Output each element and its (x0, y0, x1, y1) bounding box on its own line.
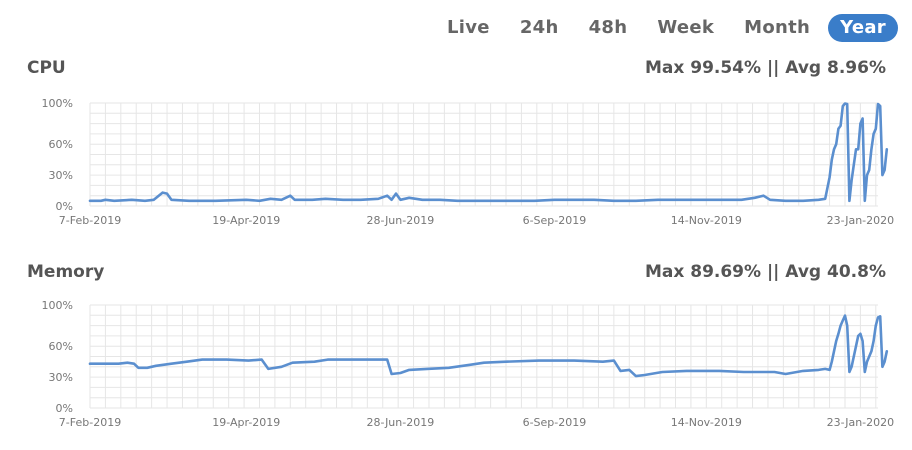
time-range-tabs: Live 24h 48h Week Month Year (435, 14, 898, 42)
tab-48h[interactable]: 48h (588, 17, 628, 38)
memory-x-tick-label: 28-Jun-2019 (366, 416, 434, 429)
tab-month[interactable]: Month (744, 17, 811, 38)
memory-y-tick-label: 100% (42, 299, 73, 312)
memory-series-line (88, 314, 889, 378)
memory-x-tick-label: 19-Apr-2019 (212, 416, 280, 429)
memory-x-tick-label: 7-Feb-2019 (59, 416, 121, 429)
tab-year[interactable]: Year (828, 14, 898, 42)
cpu-y-tick-label: 100% (42, 97, 73, 110)
cpu-x-tick-label: 19-Apr-2019 (212, 214, 280, 227)
cpu-title: CPU (27, 58, 66, 78)
memory-x-tick-label: 23-Jan-2020 (827, 416, 895, 429)
cpu-y-tick-label: 60% (49, 138, 73, 151)
memory-y-tick-label: 30% (49, 371, 73, 384)
memory-x-tick-label: 6-Sep-2019 (523, 416, 587, 429)
cpu-x-tick-label: 7-Feb-2019 (59, 214, 121, 227)
cpu-stats: Max 99.54% || Avg 8.96% (644, 58, 886, 78)
cpu-y-tick-label: 30% (49, 169, 73, 182)
cpu-x-tick-label: 14-Nov-2019 (671, 214, 742, 227)
memory-stats: Max 89.69% || Avg 40.8% (644, 262, 886, 282)
cpu-x-tick-label: 6-Sep-2019 (523, 214, 587, 227)
tab-week[interactable]: Week (657, 17, 715, 38)
tab-24h[interactable]: 24h (519, 17, 559, 38)
cpu-y-tick-label: 0% (56, 200, 73, 213)
cpu-chart: 0% 30% 60% 100% 7-Feb-2019 19-Apr-2019 28-Jun-… (42, 97, 895, 227)
memory-y-tick-label: 0% (56, 402, 73, 415)
tab-live[interactable]: Live (447, 17, 490, 38)
cpu-x-tick-label: 23-Jan-2020 (827, 214, 895, 227)
cpu-series-line (88, 102, 889, 203)
memory-x-tick-label: 14-Nov-2019 (671, 416, 742, 429)
memory-y-tick-label: 60% (49, 340, 73, 353)
cpu-x-tick-label: 28-Jun-2019 (366, 214, 434, 227)
memory-chart: 0% 30% 60% 100% 7-Feb-2019 19-Apr-2019 28-Jun-… (42, 299, 895, 429)
memory-title: Memory (27, 262, 105, 282)
